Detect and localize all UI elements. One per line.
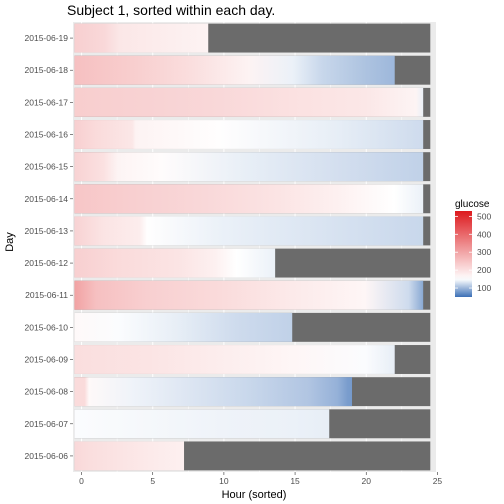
y-tick-label: 2015-06-06	[25, 451, 69, 461]
x-tick-label: 25	[433, 476, 443, 486]
x-tick-label: 20	[362, 476, 372, 486]
day-glucose-bar	[74, 248, 276, 278]
y-tick-label: 2015-06-17	[25, 97, 69, 107]
x-tick-label: 0	[79, 476, 84, 486]
day-glucose-bar	[74, 23, 209, 53]
day-glucose-bar	[74, 345, 395, 374]
y-tick-label: 2015-06-18	[25, 65, 69, 75]
day-glucose-bar	[74, 441, 185, 471]
day-glucose-bar	[74, 377, 353, 407]
y-tick-label: 2015-06-08	[25, 387, 69, 397]
y-tick-label: 2015-06-19	[25, 33, 69, 43]
day-glucose-bar	[74, 152, 424, 182]
color-legend: glucose 100 200 300 400 500	[455, 199, 491, 297]
y-tick-label: 2015-06-15	[25, 162, 69, 172]
y-tick-label: 2015-06-11	[25, 290, 68, 300]
day-glucose-bar	[74, 216, 424, 246]
y-tick-label: 2015-06-14	[25, 194, 69, 204]
y-axis-title: Day	[4, 232, 16, 252]
y-axis: 2015-06-06 2015-06-07 2015-06-08 2015-06-09…	[25, 33, 73, 461]
y-tick-label: 2015-06-16	[25, 130, 69, 140]
legend-tick-label: 200	[477, 265, 491, 275]
x-tick-label: 15	[290, 476, 300, 486]
day-glucose-bar	[74, 184, 424, 214]
day-glucose-bar	[74, 280, 424, 310]
x-tick-label: 10	[219, 476, 229, 486]
legend-tick-label: 300	[477, 247, 491, 257]
day-glucose-bar	[74, 120, 424, 149]
legend-color-bar	[455, 211, 472, 297]
legend-tick-label: 100	[477, 283, 491, 293]
day-glucose-bar	[74, 312, 293, 342]
legend-tick-label: 500	[477, 211, 491, 221]
legend-title: glucose	[455, 199, 490, 210]
x-tick-label: 5	[150, 476, 155, 486]
day-glucose-bar	[74, 55, 395, 85]
legend-tick-label: 400	[477, 229, 491, 239]
chart-title: Subject 1, sorted within each day.	[67, 2, 275, 18]
y-tick-label: 2015-06-12	[25, 258, 69, 268]
day-glucose-bar	[74, 409, 330, 439]
y-tick-label: 2015-06-13	[25, 226, 69, 236]
heatmap-tiles	[74, 23, 431, 471]
y-tick-label: 2015-06-07	[25, 419, 69, 429]
day-glucose-bar	[74, 87, 424, 117]
y-tick-label: 2015-06-09	[25, 355, 69, 365]
y-tick-label: 2015-06-10	[25, 322, 69, 332]
x-axis: 0 5 10 15 20 25	[79, 472, 442, 486]
x-axis-title: Hour (sorted)	[222, 489, 287, 501]
